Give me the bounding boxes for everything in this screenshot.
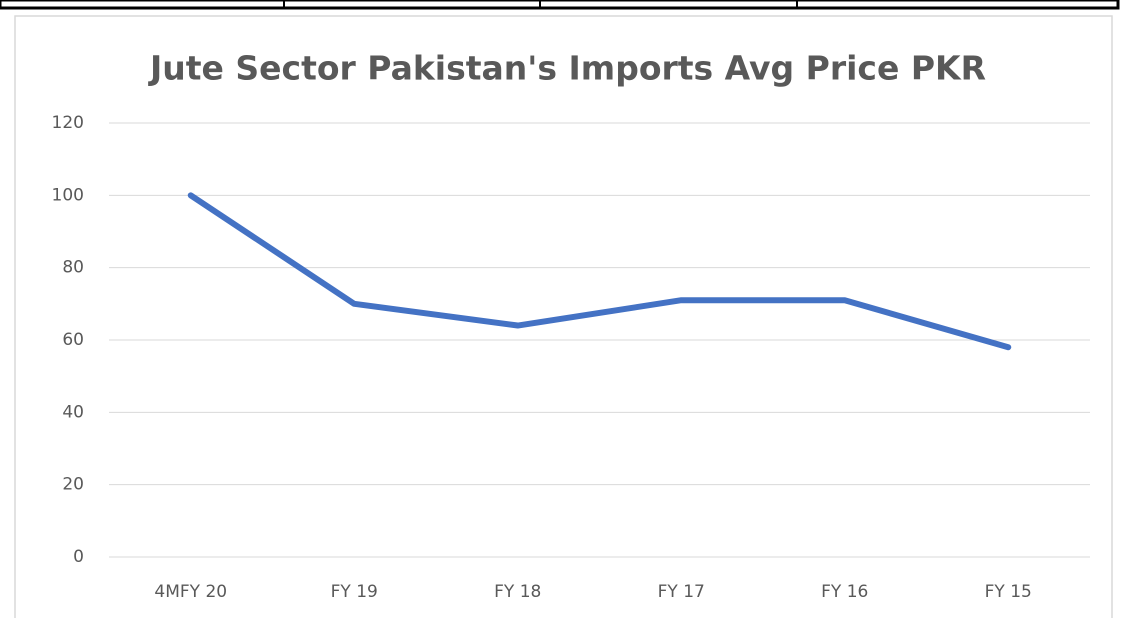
x-tick-label: FY 19: [331, 582, 378, 602]
x-tick-label: FY 16: [821, 582, 868, 602]
y-tick-label: 120: [52, 113, 84, 133]
y-tick-label: 20: [62, 475, 84, 495]
table-border: [0, 0, 1120, 10]
y-tick-label: 60: [62, 330, 84, 350]
y-tick-label: 80: [62, 258, 84, 278]
y-tick-label: 0: [73, 547, 84, 567]
data-line: [187, 192, 1012, 351]
y-tick-label: 100: [52, 185, 84, 205]
x-tick-label: FY 17: [658, 582, 705, 602]
chart-frame: [14, 15, 1113, 618]
x-tick-label: FY 15: [985, 582, 1032, 602]
x-tick-label: FY 18: [494, 582, 541, 602]
x-tick-label: 4MFY 20: [154, 582, 227, 602]
chart-title: Jute Sector Pakistan's Imports Avg Price…: [148, 49, 986, 88]
y-tick-label: 40: [62, 402, 84, 422]
